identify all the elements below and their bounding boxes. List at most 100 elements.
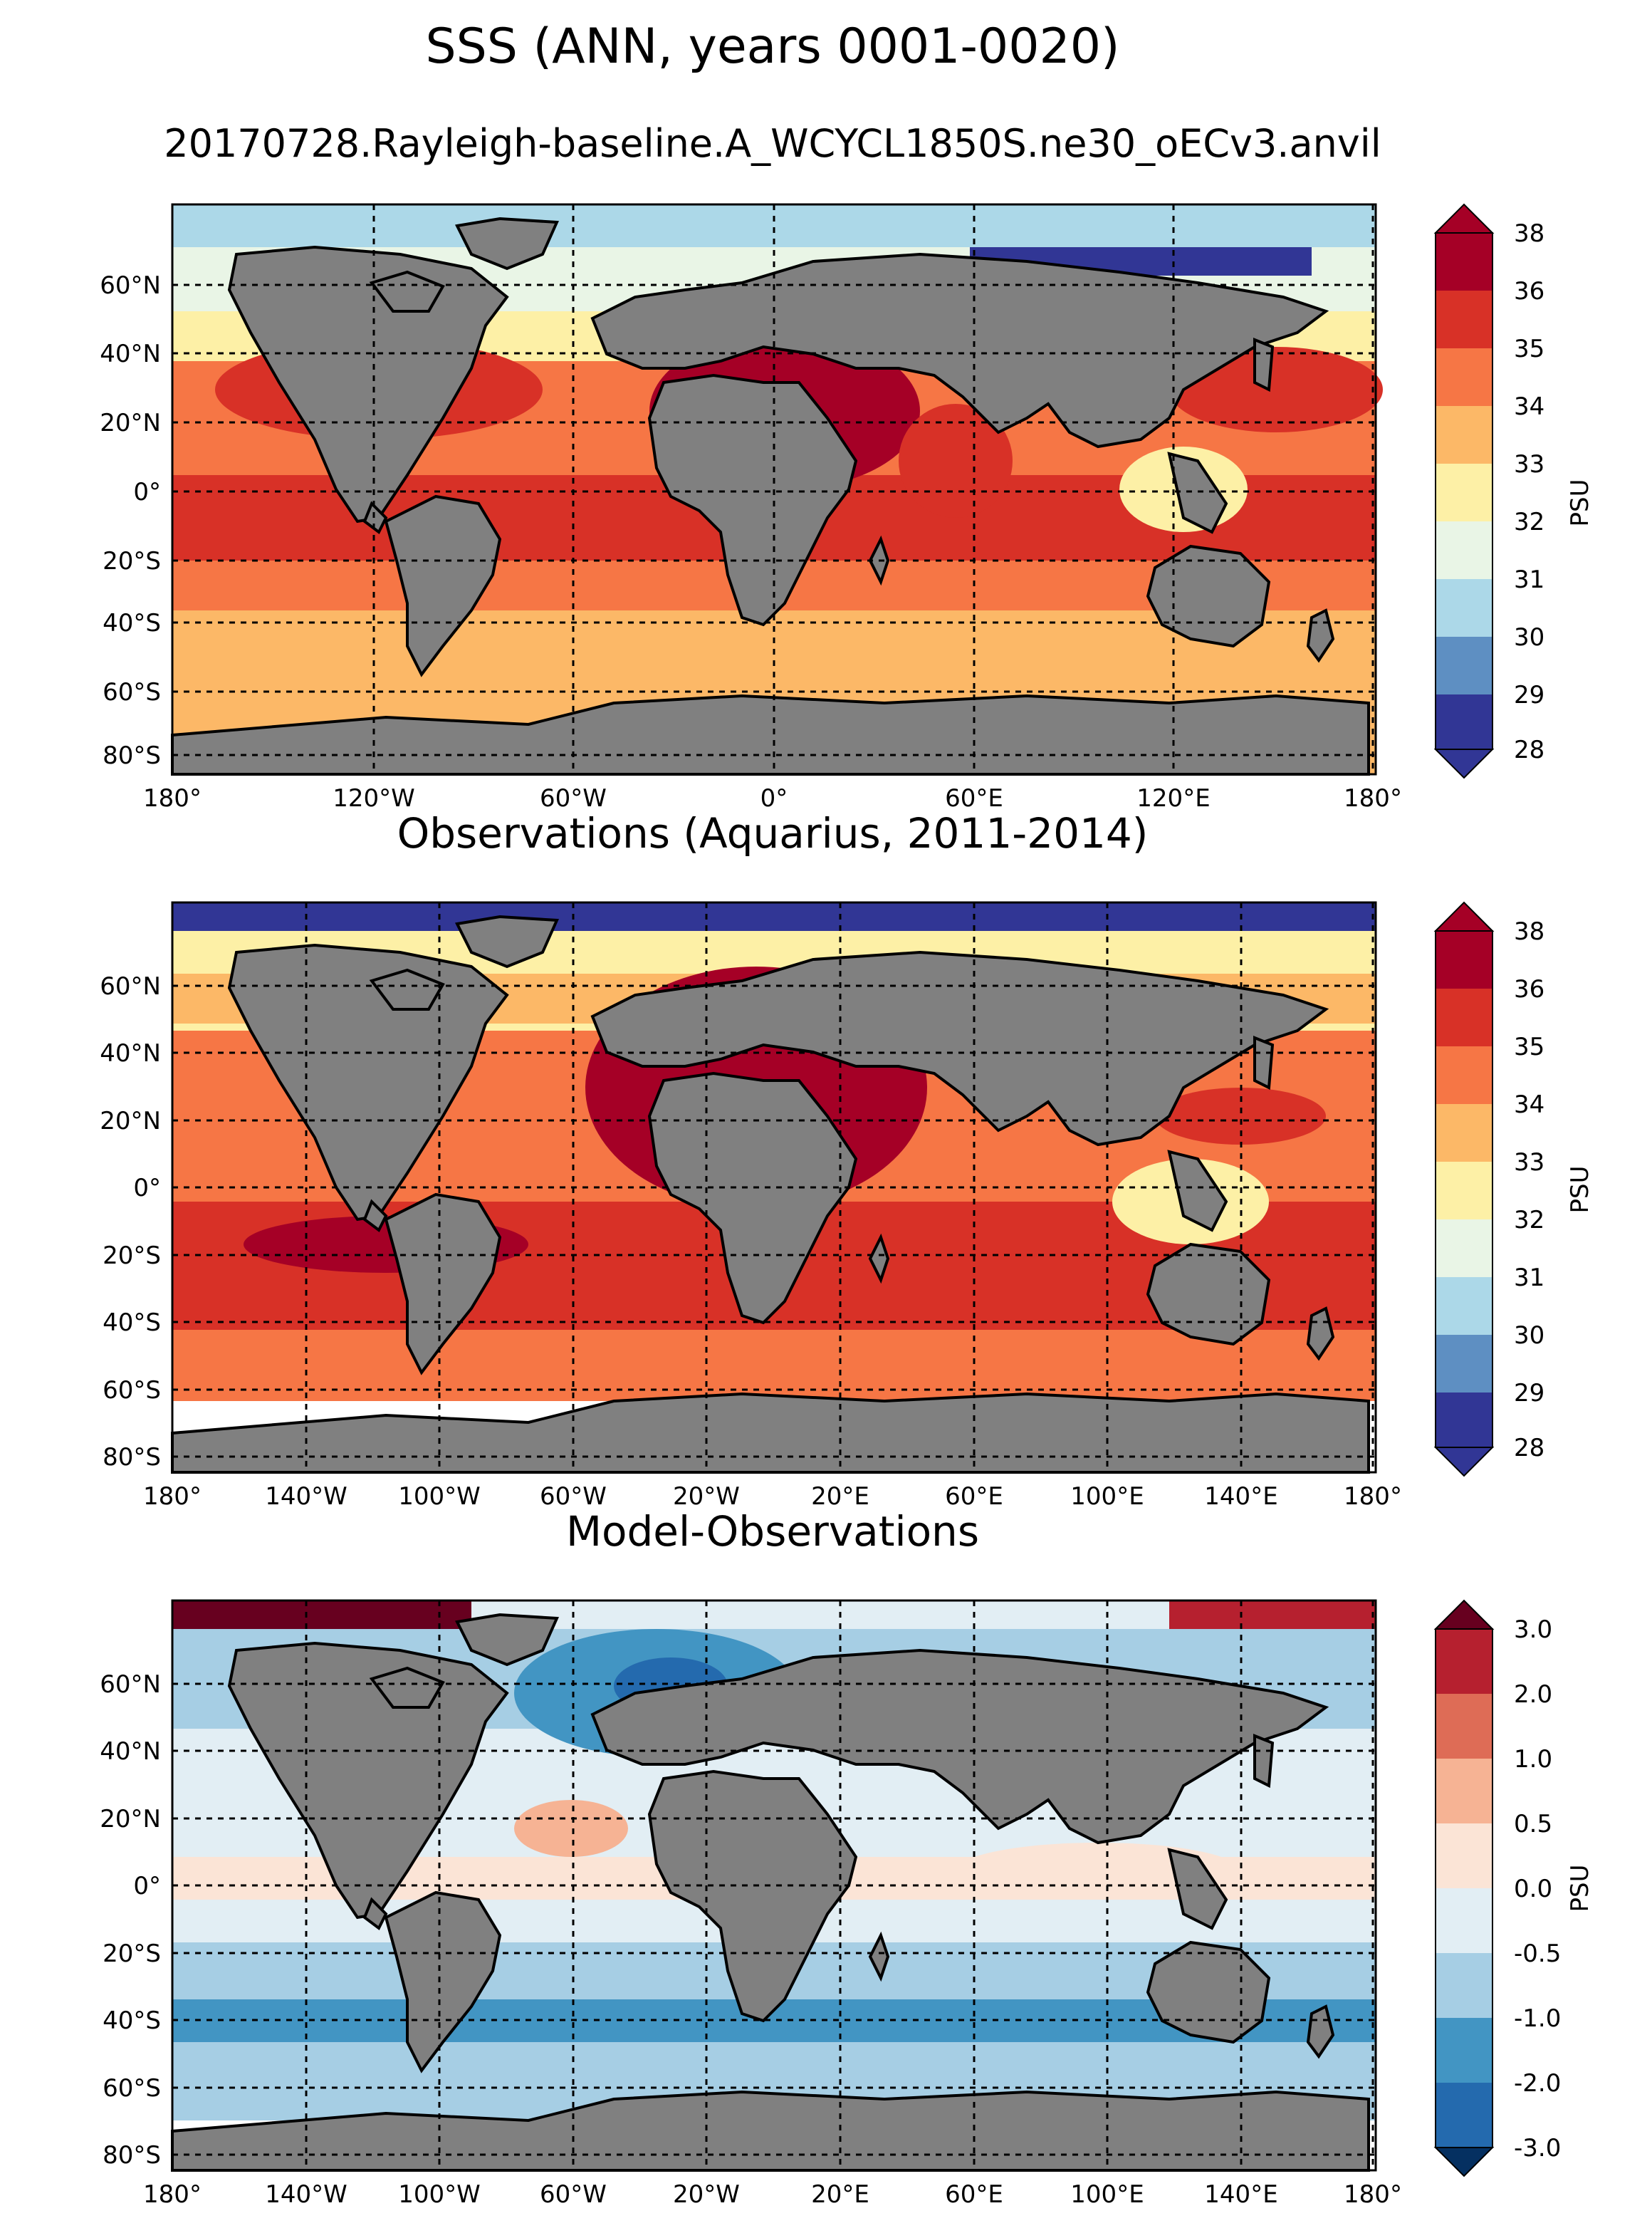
colorbar-segment [1436, 989, 1492, 1046]
colorbar-frame [1435, 232, 1493, 750]
colorbar-segment [1436, 406, 1492, 464]
lon-tick: 120°E [1136, 784, 1210, 813]
colorbar-segment [1436, 1823, 1492, 1888]
lon-tick: 60°W [540, 784, 607, 813]
colorbar-tick: 2.0 [1514, 1680, 1552, 1709]
lon-tick: 120°W [333, 784, 415, 813]
lon-tick: 20°W [673, 1482, 740, 1511]
diff-arctic-positive [172, 1600, 471, 1629]
colorbar-extend-min [1433, 1447, 1495, 1477]
colorbar-tick: 30 [1514, 623, 1544, 652]
lat-tick: 20°N [100, 409, 161, 437]
lat-tick: 40°N [100, 1737, 161, 1766]
colorbar-unit: PSU [1566, 479, 1594, 527]
colorbar-extend-max [1433, 1599, 1495, 1630]
colorbar-segment [1436, 694, 1492, 749]
colorbar-tick: 29 [1514, 681, 1544, 709]
colorbar-segment [1436, 1335, 1492, 1393]
lon-tick: 180° [1344, 2180, 1402, 2209]
colorbar-unit: PSU [1566, 1166, 1594, 1214]
lon-tick: 0° [760, 784, 788, 813]
diff-caribbean [514, 1800, 628, 1857]
lat-tick: 60°N [100, 972, 161, 1001]
colorbar-segment [1436, 1953, 1492, 2018]
diff-lat-ticks: 60°N 40°N 20°N 0° 20°S 40°S 60°S 80°S [100, 1670, 161, 2170]
lon-tick: 60°W [540, 2180, 607, 2209]
lon-tick: 100°E [1070, 1482, 1144, 1511]
colorbar-tick: 33 [1514, 1148, 1544, 1177]
colorbar-frame [1435, 930, 1493, 1448]
diff-map [171, 1600, 1376, 2172]
diff-lon-ticks: 180° 140°W 100°W 60°W 20°W 20°E 60°E 100… [143, 2180, 1402, 2209]
colorbar-segment [1436, 1277, 1492, 1335]
obs-gridlines [172, 902, 1376, 1472]
colorbar-tick: -1.0 [1514, 2004, 1561, 2033]
colorbar-tick: 34 [1514, 392, 1544, 421]
obs-npacific-max [1155, 1088, 1326, 1145]
lat-tick: 40°N [100, 1039, 161, 1068]
obs-lon-ticks: 180° 140°W 100°W 60°W 20°W 20°E 60°E 100… [143, 1482, 1402, 1511]
model-gridlines [172, 204, 1376, 774]
colorbar-segment [1436, 1046, 1492, 1104]
colorbar-tick: 3.0 [1514, 1615, 1552, 1644]
colorbar-unit: PSU [1566, 1865, 1594, 1912]
obs-colorbar: 38 36 35 34 33 32 31 30 29 28 PSU [1433, 901, 1594, 1477]
lat-tick: 20°S [103, 547, 161, 576]
lon-tick: 100°E [1070, 2180, 1144, 2209]
lon-tick: 180° [1344, 784, 1402, 813]
colorbar-tick: 36 [1514, 277, 1544, 306]
colorbar-extend-max [1433, 203, 1495, 234]
colorbar-tick: 31 [1514, 566, 1544, 594]
colorbar-segment [1436, 1104, 1492, 1162]
lat-tick: 40°S [103, 2006, 161, 2035]
colorbar-segment [1436, 233, 1492, 291]
lon-tick: 140°W [265, 1482, 347, 1511]
model-map: 60°N 40°N 20°N 0° 20°S 40°S 60°S 80°S 18… [100, 203, 1402, 813]
colorbar-segment [1436, 348, 1492, 406]
colorbar-segment [1436, 1888, 1492, 1953]
colorbar-tick: 36 [1514, 975, 1544, 1004]
diff-panel-title: Model-Observations [566, 1507, 979, 1556]
lon-tick: 100°W [398, 2180, 481, 2209]
diff-arctic-positive-east [1169, 1600, 1376, 1629]
colorbar-segment [1436, 931, 1492, 989]
lon-tick: 180° [1344, 1482, 1402, 1511]
colorbar-tick: 28 [1514, 1434, 1544, 1462]
lat-tick: 60°N [100, 271, 161, 300]
colorbar-segment [1436, 1629, 1492, 1694]
lat-tick: 60°N [100, 1670, 161, 1699]
colorbar-tick: 38 [1514, 219, 1544, 248]
colorbar-extend-max [1433, 901, 1495, 932]
colorbar-tick: 35 [1514, 335, 1544, 363]
colorbar-tick: 32 [1514, 1206, 1544, 1234]
colorbar-segment [1436, 1162, 1492, 1219]
model-colorbar: 38 36 35 34 33 32 31 30 29 28 PSU [1433, 203, 1594, 779]
lon-tick: 140°E [1204, 1482, 1277, 1511]
lon-tick: 180° [143, 2180, 202, 2209]
colorbar-segment [1436, 1694, 1492, 1759]
model-wpacific-max [1169, 347, 1383, 432]
colorbar-tick: 35 [1514, 1033, 1544, 1061]
colorbar-segment [1436, 1219, 1492, 1277]
colorbar-segment [1436, 1393, 1492, 1447]
lat-tick: 80°S [103, 741, 161, 770]
diff-colorbar: 3.0 2.0 1.0 0.5 0.0 -0.5 -1.0 -2.0 -3.0 … [1433, 1599, 1594, 2177]
lat-tick: 60°S [103, 1376, 161, 1405]
model-arabian-sea [899, 404, 1013, 518]
lon-tick: 180° [143, 784, 202, 813]
lon-tick: 180° [143, 1482, 202, 1511]
colorbar-segment [1436, 579, 1492, 637]
colorbar-tick: 34 [1514, 1091, 1544, 1119]
lon-tick: 20°E [811, 1482, 869, 1511]
lon-tick: 60°E [945, 2180, 1003, 2209]
obs-panel-title: Observations (Aquarius, 2011-2014) [397, 809, 1149, 858]
obs-lat-ticks: 60°N 40°N 20°N 0° 20°S 40°S 60°S 80°S [100, 972, 161, 1472]
colorbar-frame [1435, 1628, 1493, 2148]
colorbar-tick: 0.5 [1514, 1810, 1552, 1838]
colorbar-tick: 32 [1514, 508, 1544, 536]
lat-tick: 20°N [100, 1805, 161, 1833]
lat-tick: 20°S [103, 1940, 161, 1968]
lon-tick: 140°W [265, 2180, 347, 2209]
colorbar-segment [1436, 521, 1492, 579]
